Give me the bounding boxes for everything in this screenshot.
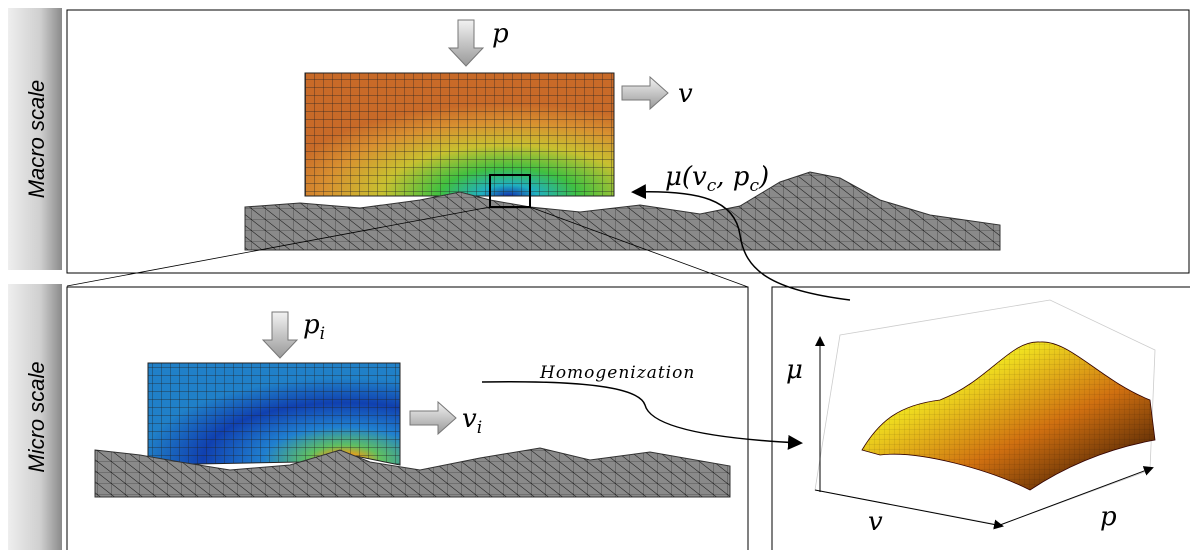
velocity-arrow [410,402,456,434]
surface-plot [815,300,1155,526]
velocity-label: v [678,79,693,109]
velocity-arrow [622,77,668,109]
plot-x-axis-label: v [868,507,883,537]
micro-label: Micro scale [24,361,49,472]
micro-velocity-label: vi [462,404,482,438]
diagram: Macro scale Micro scale p v μ(vc, pc) pi… [0,0,1190,550]
micro-block [148,363,400,465]
macro-block [305,73,614,196]
homogenization-arrow [482,382,800,443]
pressure-arrow [449,20,483,66]
plot-z-axis-label: p [1100,502,1117,532]
process-label: Homogenization [539,363,695,383]
macro-label: Macro scale [24,80,49,199]
pressure-arrow [263,312,297,358]
page: Macro scale Micro scale p v μ(vc, pc) pi… [0,0,1190,550]
plot-y-axis-label: μ [786,355,803,385]
pressure-label: p [492,19,509,49]
friction-label: μ(vc, pc) [665,162,769,196]
micro-pressure-label: pi [303,310,325,344]
